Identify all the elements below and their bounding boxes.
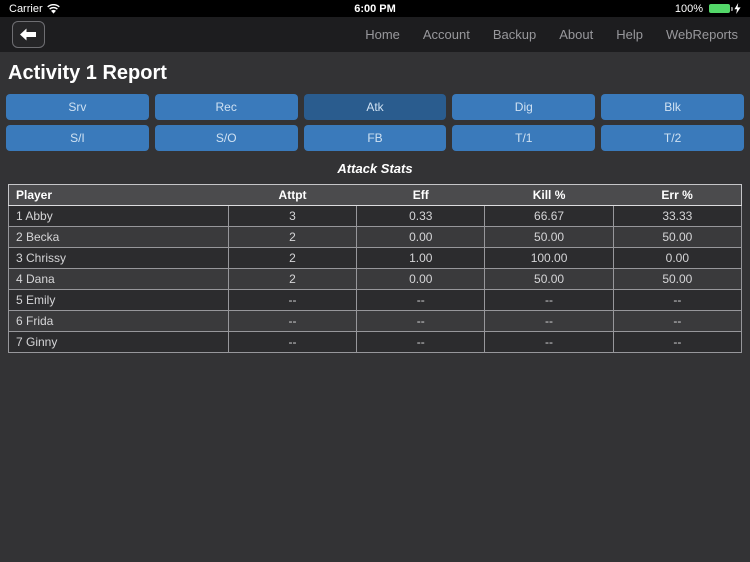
stat-button-dig[interactable]: Dig xyxy=(452,94,596,120)
back-button[interactable] xyxy=(12,21,45,48)
nav-item-home[interactable]: Home xyxy=(365,27,400,42)
stat-button-rec[interactable]: Rec xyxy=(154,94,298,120)
nav-item-about[interactable]: About xyxy=(559,27,594,42)
battery-percent-label: 100% xyxy=(674,2,703,15)
column-header-player: Player xyxy=(8,184,229,206)
carrier-label: Carrier xyxy=(9,2,43,15)
stat-button-si[interactable]: S/I xyxy=(6,125,149,151)
wifi-icon xyxy=(46,3,60,14)
table-row: 4 Dana 2 0.00 50.00 50.00 xyxy=(8,268,743,290)
attack-stats-table: Player Attpt Eff Kill % Err % 1 Abby 3 0… xyxy=(8,184,743,353)
stat-button-fb[interactable]: FB xyxy=(303,125,447,151)
stat-cell: 100.00 xyxy=(484,247,614,269)
back-arrow-icon xyxy=(20,28,36,41)
nav-item-help[interactable]: Help xyxy=(616,27,643,42)
nav-item-webreports[interactable]: WebReports xyxy=(665,27,738,42)
stat-button-row-2: S/I S/O FB T/1 T/2 xyxy=(0,125,750,151)
stat-cell: -- xyxy=(612,310,743,332)
stat-cell: 66.67 xyxy=(484,205,614,227)
column-header-kill: Kill % xyxy=(484,184,614,206)
stat-cell: 3 xyxy=(227,205,358,227)
stat-cell: 50.00 xyxy=(484,268,614,290)
stat-cell: -- xyxy=(227,331,358,353)
player-name: 1 Abby xyxy=(8,205,229,227)
stat-cell: 2 xyxy=(227,247,358,269)
player-name: 4 Dana xyxy=(8,268,229,290)
clock: 6:00 PM xyxy=(354,2,396,15)
column-header-eff: Eff xyxy=(356,184,485,206)
player-name: 3 Chrissy xyxy=(8,247,229,269)
stat-cell: 1.00 xyxy=(356,247,486,269)
player-name: 7 Ginny xyxy=(8,331,229,353)
stat-cell: -- xyxy=(484,289,614,311)
stat-cell: -- xyxy=(484,331,614,353)
table-header-row: Player Attpt Eff Kill % Err % xyxy=(8,184,742,206)
nav-item-account[interactable]: Account xyxy=(422,27,470,42)
stat-button-t1[interactable]: T/1 xyxy=(452,125,596,151)
stat-button-srv[interactable]: Srv xyxy=(6,94,149,120)
stat-cell: 0.33 xyxy=(356,205,486,227)
stat-cell: 50.00 xyxy=(612,268,743,290)
status-right: 100% xyxy=(675,3,741,15)
player-name: 6 Frida xyxy=(8,310,229,332)
stat-button-t2[interactable]: T/2 xyxy=(601,125,744,151)
stat-cell: -- xyxy=(612,331,743,353)
stat-cell: 2 xyxy=(227,226,358,248)
stat-cell: -- xyxy=(227,310,358,332)
stat-cell: -- xyxy=(612,289,743,311)
stat-cell: 0.00 xyxy=(356,226,486,248)
stat-button-row-1: Srv Rec Atk Dig Blk xyxy=(0,94,750,120)
section-title: Attack Stats xyxy=(337,161,413,176)
stat-cell: 0.00 xyxy=(356,268,486,290)
table-row: 5 Emily -- -- -- -- xyxy=(8,289,743,311)
table-row: 1 Abby 3 0.33 66.67 33.33 xyxy=(8,205,743,227)
status-bar: Carrier 6:00 PM 100% xyxy=(0,0,750,17)
report-content: Activity 1 Report Srv Rec Atk Dig Blk S/… xyxy=(0,52,750,562)
stat-cell: -- xyxy=(356,310,486,332)
status-left: Carrier xyxy=(9,3,60,15)
stat-cell: 50.00 xyxy=(612,226,743,248)
table-row: 6 Frida -- -- -- -- xyxy=(8,310,743,332)
nav-item-backup[interactable]: Backup xyxy=(492,27,537,42)
table-row: 3 Chrissy 2 1.00 100.00 0.00 xyxy=(8,247,743,269)
column-header-attpt: Attpt xyxy=(228,184,357,206)
stat-cell: 33.33 xyxy=(612,205,743,227)
player-name: 5 Emily xyxy=(8,289,229,311)
stat-cell: -- xyxy=(356,289,486,311)
column-header-err: Err % xyxy=(613,184,742,206)
battery-icon xyxy=(709,4,733,13)
player-name: 2 Becka xyxy=(8,226,229,248)
stat-button-so[interactable]: S/O xyxy=(154,125,298,151)
stat-cell: 50.00 xyxy=(484,226,614,248)
nav-menu: Home Account Backup About Help WebReport… xyxy=(365,27,738,42)
nav-bar: Home Account Backup About Help WebReport… xyxy=(0,17,750,52)
table-row: 7 Ginny -- -- -- -- xyxy=(8,331,743,353)
stat-cell: -- xyxy=(227,289,358,311)
stat-cell: 0.00 xyxy=(612,247,743,269)
stat-cell: -- xyxy=(356,331,486,353)
charging-bolt-icon xyxy=(734,3,741,14)
page-title: Activity 1 Report xyxy=(8,62,167,84)
stat-cell: 2 xyxy=(227,268,358,290)
stat-button-atk[interactable]: Atk xyxy=(303,94,447,120)
stat-cell: -- xyxy=(484,310,614,332)
table-row: 2 Becka 2 0.00 50.00 50.00 xyxy=(8,226,743,248)
stat-button-blk[interactable]: Blk xyxy=(601,94,744,120)
